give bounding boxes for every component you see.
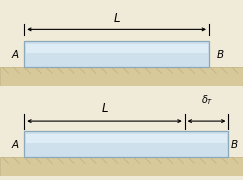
Bar (24, 41, 209, 67)
Text: $A$: $A$ (11, 138, 20, 150)
Text: $B$: $B$ (230, 138, 239, 150)
Bar (24, 131, 228, 157)
Bar (0, 67, 243, 86)
Text: $L$: $L$ (101, 102, 108, 115)
Text: $\delta_T$: $\delta_T$ (201, 93, 213, 107)
Bar (0, 157, 243, 176)
Text: $A$: $A$ (11, 48, 20, 60)
Bar (26, 134, 227, 143)
Bar (26, 44, 208, 53)
Text: $B$: $B$ (216, 48, 224, 60)
Text: $L$: $L$ (113, 12, 121, 25)
